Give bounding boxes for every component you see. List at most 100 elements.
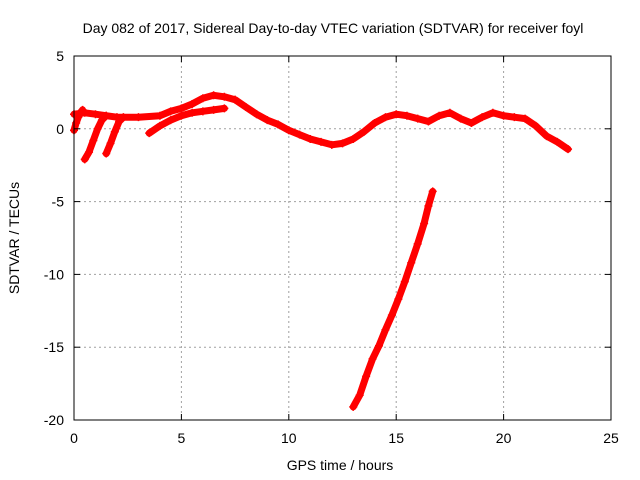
data-point [102, 149, 111, 158]
data-point [155, 111, 164, 120]
data-point [531, 121, 540, 130]
data-point [317, 137, 326, 146]
data-point [188, 108, 197, 117]
data-point [209, 105, 218, 114]
data-point [424, 201, 433, 210]
y-tick-label: -5 [52, 194, 65, 210]
data-point [413, 114, 422, 123]
data-point [338, 139, 347, 148]
data-point [115, 117, 124, 126]
data-point [381, 325, 390, 334]
data-point [220, 104, 229, 113]
data-point [499, 111, 508, 120]
data-point [134, 113, 143, 122]
data-series [80, 111, 111, 164]
data-point [198, 107, 207, 116]
data-point [241, 102, 250, 111]
data-point [284, 126, 293, 135]
plot-frame [73, 55, 612, 421]
data-point [435, 111, 444, 120]
data-series [70, 91, 573, 154]
y-tick-label: -10 [44, 266, 64, 282]
data-point [381, 113, 390, 122]
data-point [93, 124, 102, 133]
data-point [521, 114, 530, 123]
data-point [478, 113, 487, 122]
data-point [467, 118, 476, 127]
data-point [400, 277, 409, 286]
data-point [155, 121, 164, 130]
x-tick-label: 20 [496, 430, 512, 446]
data-series [70, 105, 87, 135]
data-point [564, 145, 573, 154]
data-point [456, 114, 465, 123]
data-point [166, 107, 175, 116]
data-point [91, 110, 100, 119]
data-series [349, 187, 437, 411]
y-axis-title: SDTVAR / TECUs [6, 182, 22, 294]
data-point [188, 100, 197, 109]
data-point [510, 113, 519, 122]
y-tick-label: -15 [44, 339, 64, 355]
data-point [220, 92, 229, 101]
data-series [145, 104, 229, 138]
data-point [349, 402, 358, 411]
x-tick-label: 10 [281, 430, 297, 446]
x-tick-label: 25 [603, 430, 619, 446]
data-point [72, 118, 81, 127]
data-point [106, 139, 115, 148]
data-point [110, 127, 119, 136]
data-point [488, 108, 497, 117]
data-point [74, 113, 83, 122]
data-point [387, 311, 396, 320]
x-tick-label: 5 [178, 430, 186, 446]
x-tick-label: 0 [70, 430, 78, 446]
data-point [445, 108, 454, 117]
data-point [359, 127, 368, 136]
grid [74, 56, 611, 420]
data-point [375, 341, 384, 350]
data-point [407, 258, 416, 267]
data-point [542, 132, 551, 141]
data-point [85, 148, 94, 157]
data-point [424, 117, 433, 126]
data-point [274, 120, 283, 129]
series-band [349, 187, 437, 411]
data-point [119, 113, 128, 122]
data-point [166, 116, 175, 125]
y-tick-label: 5 [56, 48, 64, 64]
data-point [80, 155, 89, 164]
data-point [420, 219, 429, 228]
data-point [145, 129, 154, 138]
y-tick-label: -20 [44, 412, 64, 428]
ticks: 0 5 10 15 20 25 5 0 -5 -10 -15 -20 [44, 48, 619, 446]
data-point [89, 136, 98, 145]
x-axis-title: GPS time / hours [287, 457, 394, 473]
data-point [428, 187, 437, 196]
data-point [394, 295, 403, 304]
data-point [97, 116, 106, 125]
data-point [349, 134, 358, 143]
data-point [263, 116, 272, 125]
data-point [295, 130, 304, 139]
chart-title: Day 082 of 2017, Sidereal Day-to-day VTE… [83, 20, 584, 36]
data-point [177, 104, 186, 113]
data-point [306, 134, 315, 143]
data-point [370, 118, 379, 127]
data-point [392, 110, 401, 119]
data-point [252, 110, 261, 119]
data-point [198, 94, 207, 103]
data-point [177, 111, 186, 120]
x-tick-label: 15 [388, 430, 404, 446]
data-point [368, 354, 377, 363]
data-point [231, 95, 240, 104]
data-point [355, 391, 364, 400]
data-point [102, 111, 111, 120]
data-point [327, 140, 336, 149]
data-point [78, 105, 87, 114]
data-point [413, 239, 422, 248]
data-point [553, 137, 562, 146]
data-point [402, 111, 411, 120]
y-tick-label: 0 [56, 121, 64, 137]
